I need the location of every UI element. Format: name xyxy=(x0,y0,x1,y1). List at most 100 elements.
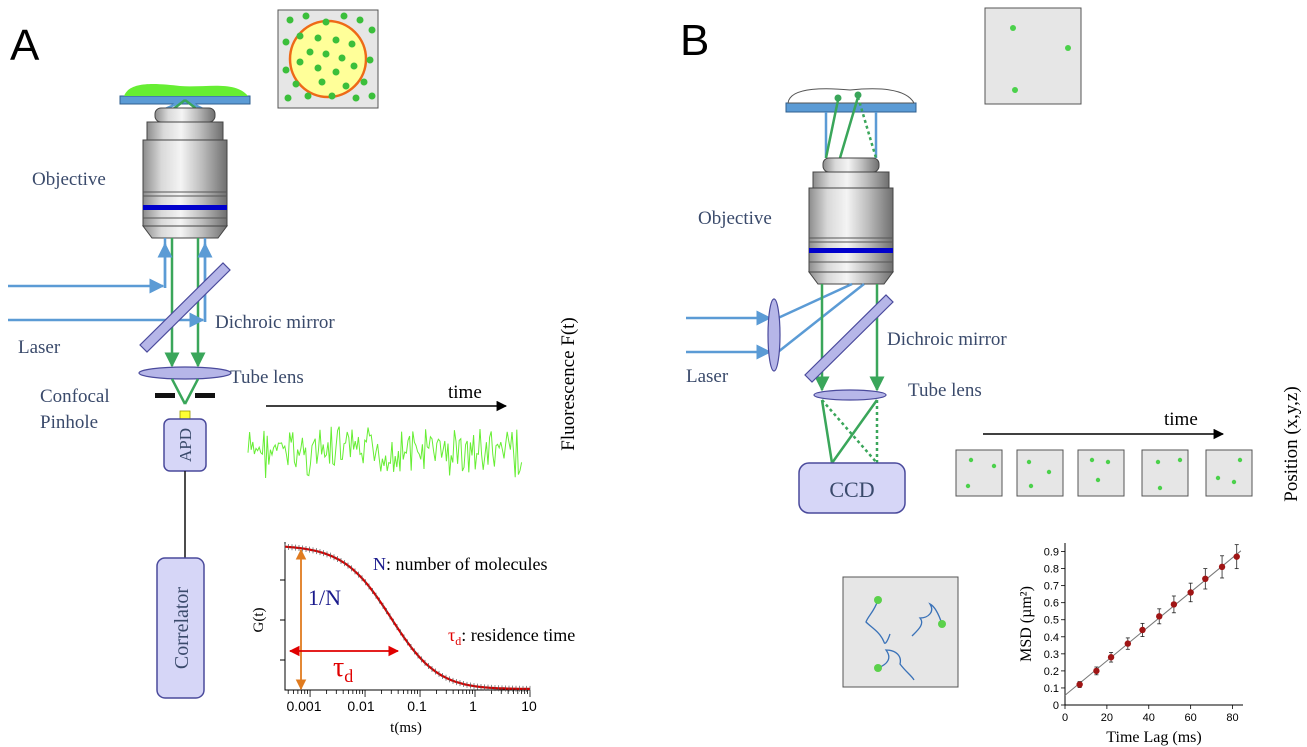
msd-xtick-label: 20 xyxy=(1101,712,1113,724)
tau-label: τd xyxy=(333,652,353,686)
frame-molecule-dot xyxy=(1177,457,1183,463)
particle-2 xyxy=(938,620,946,628)
msd-point xyxy=(1218,563,1226,571)
msd-yticks: 0 0.1 0.2 0.3 0.4 0.5 0.6 0.7 0.8 0.9 xyxy=(1044,547,1065,712)
msd-ytick-label: 0.9 xyxy=(1044,547,1059,559)
msd-ytick-label: 0.7 xyxy=(1044,581,1059,593)
msd-ytick-label: 0.6 xyxy=(1044,598,1059,610)
dichroic-label-a: Dichroic mirror xyxy=(215,312,335,333)
msd-chart: 0 0.1 0.2 0.3 0.4 0.5 0.6 0.7 0.8 0.9 0 20 40 60 80 T… xyxy=(1018,543,1243,746)
msd-point xyxy=(1076,681,1083,688)
msd-xticks: 0 20 40 60 80 xyxy=(1062,705,1239,724)
msd-ytick-label: 0 xyxy=(1053,700,1059,712)
molecule-dot xyxy=(1065,45,1071,51)
sample-b xyxy=(787,88,915,104)
dichroic-label-b: Dichroic mirror xyxy=(887,329,1007,350)
msd-point xyxy=(1170,601,1178,608)
fluorescent-sample xyxy=(124,84,248,96)
fcs-xtick-label: 10 xyxy=(521,698,537,714)
focusing-lens-b xyxy=(767,298,781,372)
apd-sensor xyxy=(179,410,191,420)
panel-b: B Objective xyxy=(680,7,1302,746)
confocal-label: Confocal xyxy=(40,386,110,407)
fluorescence-label: Fluorescence F(t) xyxy=(558,317,579,450)
ccd-label: CCD xyxy=(829,477,874,502)
pinhole-left xyxy=(155,393,175,398)
particle-3 xyxy=(874,664,882,672)
sample-inset-b xyxy=(984,7,1082,105)
fcs-xtick-label: 0.01 xyxy=(347,698,374,714)
msd-ytick-label: 0.4 xyxy=(1044,632,1059,644)
frame-molecule-dot xyxy=(1089,457,1095,463)
molecule-dots xyxy=(282,12,376,102)
panel-b-letter: B xyxy=(680,16,709,65)
tau-legend: τd: residence time xyxy=(448,625,575,648)
trajectory-inset xyxy=(842,576,959,688)
msd-point xyxy=(1187,589,1194,596)
msd-ytick-label: 0.2 xyxy=(1044,666,1059,678)
fcs-xtick-label: 0.1 xyxy=(407,698,427,714)
ccd-box xyxy=(798,462,906,514)
msd-ylabel: MSD (µm²) xyxy=(1018,586,1035,662)
msd-xlabel: Time Lag (ms) xyxy=(1106,729,1201,746)
frame-molecule-dot xyxy=(1028,483,1034,489)
pinhole-label: Pinhole xyxy=(40,412,98,433)
laser-label-b: Laser xyxy=(686,366,729,387)
correlator-box xyxy=(156,557,205,699)
time-label-b: time xyxy=(1164,409,1198,430)
msd-point xyxy=(1093,667,1100,675)
frame-molecule-dot xyxy=(1046,469,1052,475)
molecule-dot xyxy=(1012,87,1018,93)
msd-fit-line xyxy=(1064,550,1242,696)
ccd-frame xyxy=(1141,449,1189,497)
dichroic-mirror-a xyxy=(139,262,231,353)
fcs-xlabel: t(ms) xyxy=(390,720,422,736)
dichroic-mirror-b xyxy=(804,294,894,383)
panel-a: A xyxy=(8,9,579,736)
frame-molecule-dot xyxy=(1095,477,1101,483)
tube-lens-label-b: Tube lens xyxy=(908,380,982,401)
msd-ytick-label: 0.5 xyxy=(1044,615,1059,627)
ccd-frame xyxy=(1077,449,1125,497)
particle-1 xyxy=(874,596,882,604)
single-molecule xyxy=(854,91,862,99)
time-label-a: time xyxy=(448,382,482,403)
correlator-label: Correlator xyxy=(171,587,193,670)
frame-molecule-dot xyxy=(1237,457,1243,463)
amplitude-label: 1/N xyxy=(308,585,341,610)
frame-molecule-dot xyxy=(1215,475,1221,481)
pinhole-right xyxy=(195,393,215,398)
slide-b xyxy=(785,102,917,113)
frame-molecule-dot xyxy=(968,457,974,463)
laser-label-a: Laser xyxy=(18,337,61,358)
frame-molecule-dot xyxy=(991,463,997,469)
ccd-frame xyxy=(1205,449,1253,497)
apd-label: APD xyxy=(176,428,195,462)
msd-point xyxy=(1202,575,1209,583)
fluorescence-trace xyxy=(247,426,523,479)
position-label: Position (x,y,z) xyxy=(1281,386,1302,501)
msd-point xyxy=(1139,626,1146,634)
frame-molecule-dot xyxy=(1231,479,1237,485)
objective-b xyxy=(808,157,894,285)
msd-point xyxy=(1124,640,1132,647)
fcs-xticks xyxy=(287,690,531,697)
ccd-frame xyxy=(1016,449,1064,497)
frame-molecule-dot xyxy=(1155,459,1161,465)
msd-ytick-label: 0.1 xyxy=(1044,683,1059,695)
fcs-xtick-label: 0.001 xyxy=(286,698,321,714)
msd-xtick-label: 60 xyxy=(1185,712,1197,724)
msd-xtick-label: 80 xyxy=(1226,712,1238,724)
frame-molecule-dot xyxy=(1026,459,1032,465)
tube-lens-a xyxy=(138,366,232,380)
fcs-xtick-label: 1 xyxy=(469,698,477,714)
tube-lens-label-a: Tube lens xyxy=(230,367,304,388)
trajectory-3 xyxy=(877,649,915,681)
msd-point xyxy=(1107,654,1115,661)
beams-to-pinhole xyxy=(170,378,200,405)
trajectory-1 xyxy=(865,599,891,644)
beams-to-ccd xyxy=(820,399,879,464)
fcs-axes xyxy=(284,542,530,691)
sample-inset xyxy=(277,9,379,109)
